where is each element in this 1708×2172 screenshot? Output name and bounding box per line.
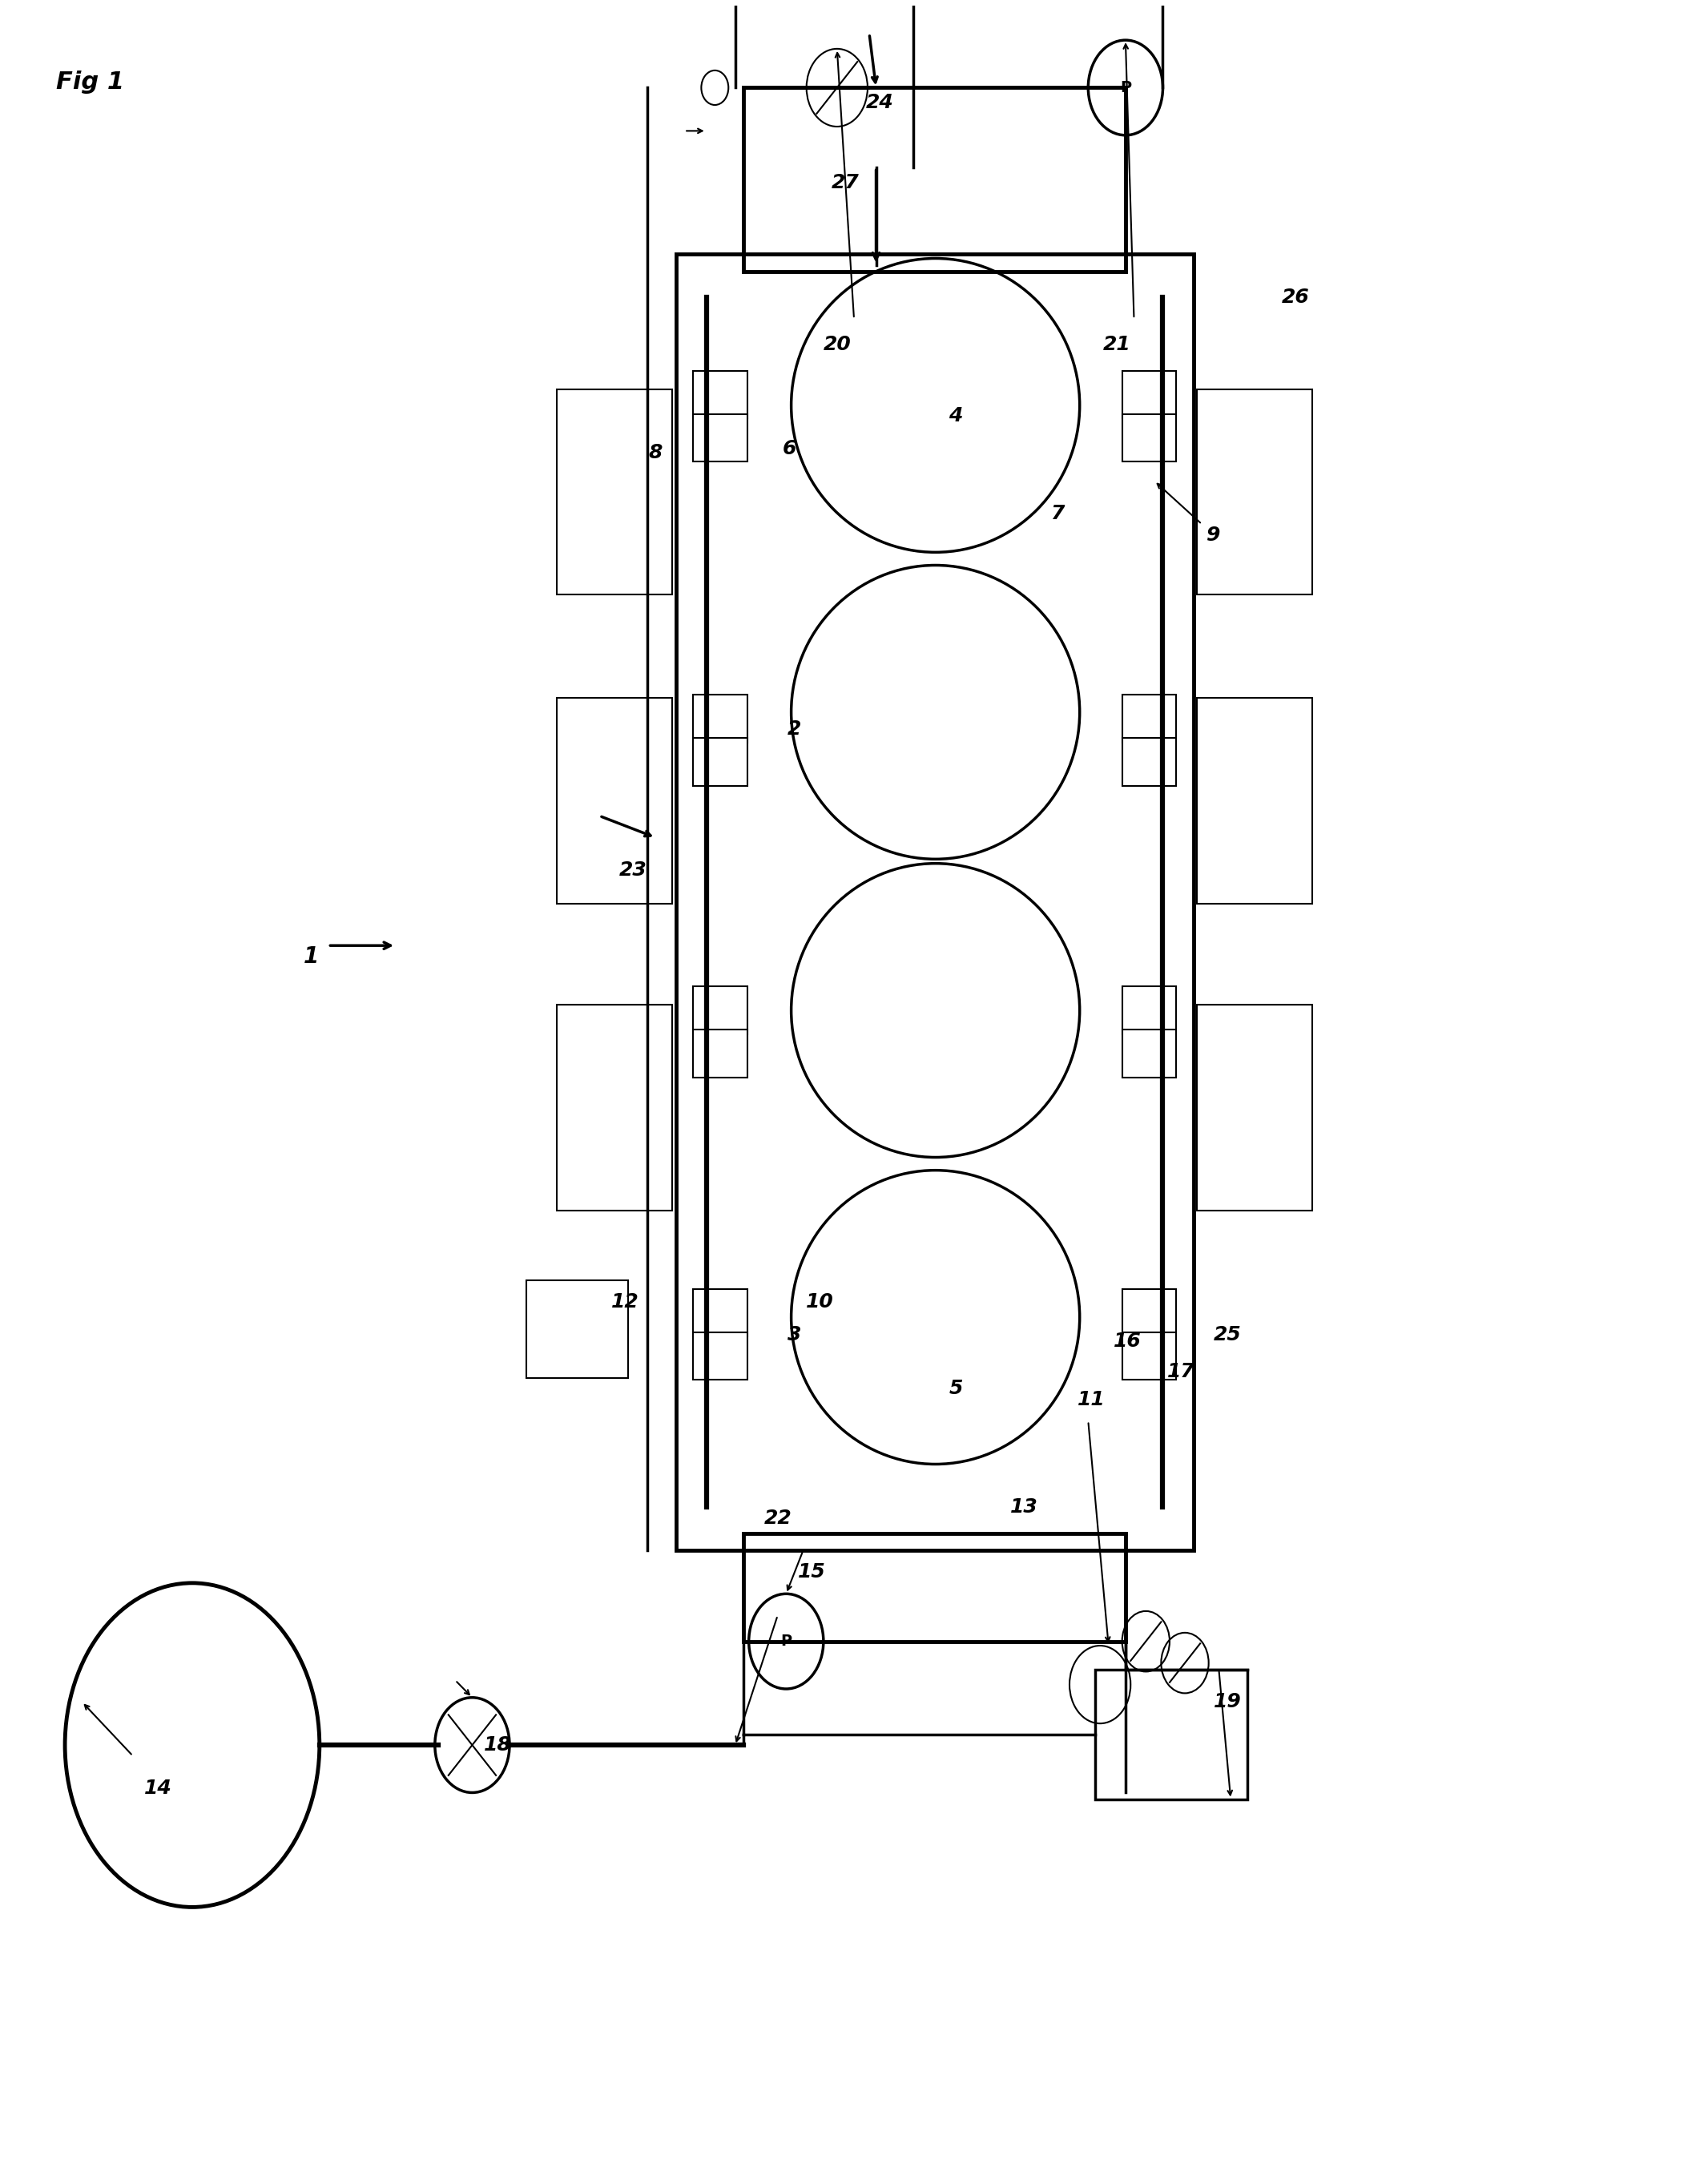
Bar (693, 1331, 746, 1379)
Bar (693, 695, 746, 743)
Bar (1122, 695, 1177, 743)
Text: 24: 24 (866, 93, 893, 113)
Text: P: P (1120, 80, 1131, 96)
Bar (1122, 1290, 1177, 1336)
Text: 8: 8 (649, 443, 663, 463)
Text: 23: 23 (620, 860, 647, 880)
Bar (676, 254, 1194, 1551)
Text: 16: 16 (1114, 1331, 1141, 1351)
Text: 21: 21 (1103, 334, 1131, 354)
Bar (693, 415, 746, 460)
Bar (1122, 1030, 1177, 1077)
Bar (1122, 738, 1177, 786)
Text: 15: 15 (798, 1562, 825, 1581)
Text: 6: 6 (782, 439, 796, 458)
Bar (693, 1290, 746, 1336)
Text: 19: 19 (1213, 1692, 1242, 1712)
Bar (1122, 1331, 1177, 1379)
Bar (1197, 1006, 1312, 1210)
Text: 9: 9 (1208, 526, 1221, 545)
Bar (1197, 697, 1312, 904)
Bar (557, 1006, 673, 1210)
Text: 22: 22 (763, 1510, 791, 1527)
Text: 1: 1 (304, 945, 319, 967)
Text: 7: 7 (1050, 504, 1064, 523)
Text: 5: 5 (950, 1379, 963, 1399)
Text: 2: 2 (787, 719, 801, 738)
Bar (1095, 1670, 1247, 1798)
Bar (526, 1281, 629, 1377)
Text: 11: 11 (1078, 1390, 1105, 1410)
Text: 25: 25 (1213, 1325, 1242, 1344)
Text: 20: 20 (823, 334, 851, 354)
Text: 14: 14 (145, 1779, 173, 1798)
Bar (557, 697, 673, 904)
Text: 13: 13 (1009, 1499, 1037, 1516)
Bar (693, 1030, 746, 1077)
Text: P: P (781, 1633, 793, 1649)
Bar (693, 738, 746, 786)
Bar (693, 986, 746, 1034)
Text: 4: 4 (950, 406, 963, 426)
Text: 26: 26 (1281, 287, 1308, 306)
Bar (693, 371, 746, 419)
Text: 10: 10 (806, 1292, 834, 1312)
Text: 18: 18 (483, 1735, 512, 1755)
Bar (1122, 415, 1177, 460)
Bar (1122, 371, 1177, 419)
Bar (1122, 986, 1177, 1034)
Bar (557, 389, 673, 595)
Bar (1197, 389, 1312, 595)
Text: Fig 1: Fig 1 (56, 70, 125, 93)
Text: 27: 27 (832, 174, 859, 193)
Text: 12: 12 (611, 1292, 639, 1312)
Text: 3: 3 (787, 1325, 801, 1344)
Text: 17: 17 (1168, 1362, 1196, 1381)
